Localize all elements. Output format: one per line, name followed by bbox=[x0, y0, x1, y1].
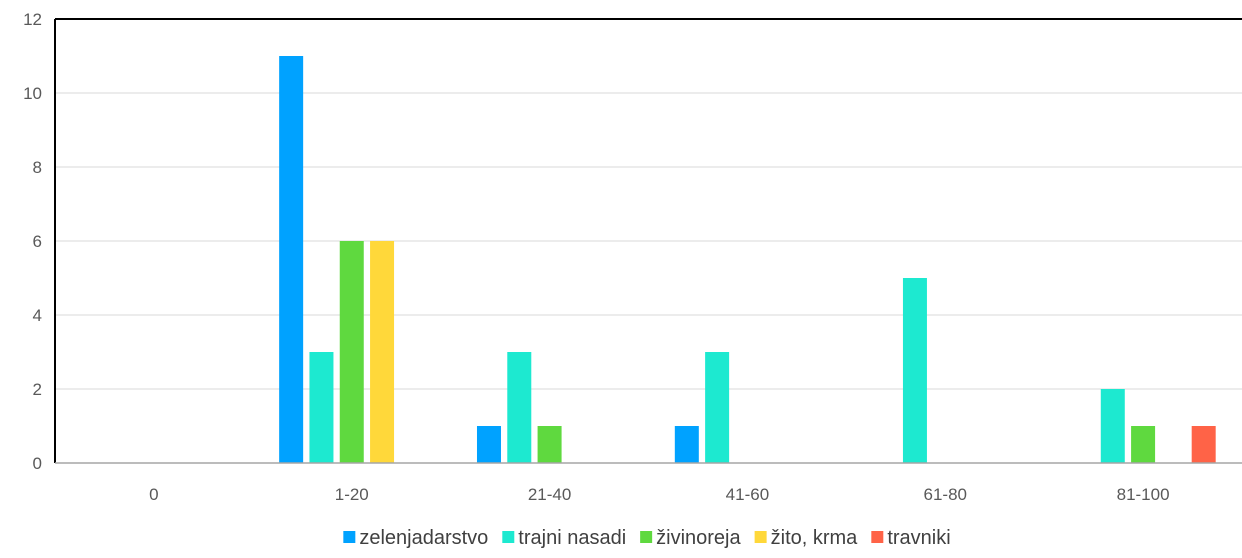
gridlines bbox=[55, 92, 1242, 390]
legend-swatch bbox=[754, 531, 767, 543]
legend-swatch bbox=[343, 531, 356, 543]
y-tick-labels: 0 2 4 6 8 10 12 bbox=[23, 10, 42, 473]
y-tick-label: 4 bbox=[33, 306, 42, 325]
legend-swatch bbox=[640, 531, 653, 543]
y-tick-label: 0 bbox=[33, 454, 42, 473]
x-tick-label: 21-40 bbox=[528, 485, 571, 504]
x-tick-label: 61-80 bbox=[924, 485, 967, 504]
bar bbox=[309, 352, 334, 463]
x-tick-label: 41-60 bbox=[726, 485, 769, 504]
bar bbox=[674, 426, 699, 463]
legend-label: travniki bbox=[887, 527, 950, 549]
bar bbox=[476, 426, 501, 463]
bar bbox=[1131, 426, 1156, 463]
x-tick-label: 0 bbox=[149, 485, 158, 504]
y-tick-label: 12 bbox=[23, 10, 42, 29]
axes bbox=[54, 18, 1242, 464]
bar bbox=[537, 426, 562, 463]
y-tick-label: 10 bbox=[23, 84, 42, 103]
y-tick-label: 8 bbox=[33, 158, 42, 177]
legend-label: zelenjadarstvo bbox=[359, 527, 488, 549]
bar bbox=[1100, 389, 1125, 463]
x-tick-label: 81-100 bbox=[1117, 485, 1170, 504]
legend-swatch bbox=[502, 531, 515, 543]
legend-swatch bbox=[871, 531, 884, 543]
x-tick-label: 1-20 bbox=[335, 485, 369, 504]
bar bbox=[902, 278, 927, 463]
bar bbox=[279, 56, 304, 463]
x-tick-labels: 0 1-20 21-40 41-60 61-80 81-100 bbox=[149, 485, 1169, 504]
bar bbox=[370, 241, 395, 463]
y-tick-label: 2 bbox=[33, 380, 42, 399]
bar bbox=[339, 241, 364, 463]
legend-label: živinoreja bbox=[656, 527, 741, 549]
y-tick-label: 6 bbox=[33, 232, 42, 251]
bars bbox=[279, 56, 1216, 463]
legend-label: trajni nasadi bbox=[518, 527, 626, 549]
bar bbox=[1191, 426, 1216, 463]
bar bbox=[705, 352, 730, 463]
bar bbox=[507, 352, 532, 463]
legend: zelenjadarstvo trajni nasadi živinoreja žit… bbox=[343, 527, 951, 549]
legend-label: žito, krma bbox=[771, 527, 859, 549]
